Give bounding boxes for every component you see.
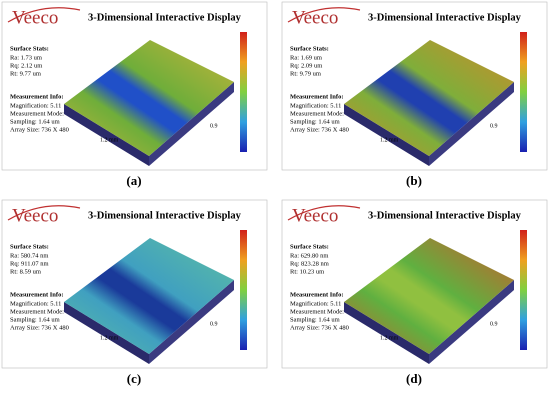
x-axis-label: 1.2 mm [380,137,399,143]
stat: Rt: 8.59 um [10,268,41,275]
y-axis-label: 0.9 [210,123,218,129]
panel: Veeco 3-Dimensional Interactive Display Su… [1,1,268,171]
stats-heading: Surface Stats: [290,243,329,250]
info: Sampling: 1.64 um [10,118,60,125]
info: Magnification: 5.11 [10,102,61,109]
info: Array Size: 736 X 480 [290,324,349,331]
info: Sampling: 1.64 um [290,316,340,323]
panel-label: (c) [127,371,141,386]
surface-side [149,82,234,166]
stat: Rq: 823.28 nm [290,260,329,267]
surface-side [64,104,149,166]
surface-top [64,238,234,354]
panel: Veeco 3-Dimensional Interactive Display Su… [281,1,548,171]
info-heading: Measurement Info: [290,291,344,298]
colorbar [520,230,527,350]
info: Array Size: 736 X 480 [290,126,349,133]
info-heading: Measurement Info: [10,93,64,100]
stat: Rq: 911.07 nm [10,260,49,267]
logo: Veeco [12,205,58,226]
stat: Ra: 629.80 nm [290,252,328,259]
info: Measurement Mode: VSI [10,110,76,117]
logo-swoosh [287,7,361,23]
surface-top [344,40,514,156]
surface-side [344,104,429,166]
info: Array Size: 736 X 480 [10,324,69,331]
surface-top [64,40,234,156]
stats-heading: Surface Stats: [290,45,329,52]
colorbar [240,32,247,152]
stat: Rt: 9.79 um [290,70,321,77]
panel-label: (b) [406,173,422,188]
info: Magnification: 5.11 [290,102,341,109]
surface-side [64,302,149,364]
x-axis-label: 1.2 mm [380,335,399,341]
info: Measurement Mode: VSI [290,308,356,315]
stat: Ra: 1.69 um [290,54,322,61]
surface-side [429,82,514,166]
colorbar [520,32,527,152]
colorbar [240,230,247,350]
info-heading: Measurement Info: [290,93,344,100]
panel: Veeco 3-Dimensional Interactive Display Su… [1,199,268,369]
info: Magnification: 5.11 [10,300,61,307]
surface-side [344,302,429,364]
info: Magnification: 5.11 [290,300,341,307]
stats-heading: Surface Stats: [10,243,49,250]
surface-top [344,238,514,354]
info: Sampling: 1.64 um [10,316,60,323]
logo-swoosh [287,205,361,221]
y-axis-label: 0.9 [490,123,498,129]
stat: Rq: 2.09 um [290,62,322,69]
logo: Veeco [292,205,338,226]
logo-swoosh [7,205,81,221]
info: Measurement Mode: VSI [290,110,356,117]
panel-title: 3-Dimensional Interactive Display [368,12,522,23]
info: Measurement Mode: VSI [10,308,76,315]
logo: Veeco [12,7,58,28]
panel-label: (a) [126,173,141,188]
info-heading: Measurement Info: [10,291,64,298]
stat: Ra: 1.73 um [10,54,42,61]
stat: Rq: 2.12 um [10,62,42,69]
stat: Rt: 9.77 um [10,70,41,77]
info: Sampling: 1.64 um [290,118,340,125]
logo-swoosh [7,7,81,23]
y-axis-label: 0.9 [210,321,218,327]
surface-side [149,280,234,364]
x-axis-label: 1.2 mm [100,137,119,143]
stat: Rt: 10.23 um [290,268,324,275]
panel-title: 3-Dimensional Interactive Display [368,210,522,221]
surface-side [429,280,514,364]
stat: Ra: 580.74 nm [10,252,48,259]
panel-label: (d) [406,371,422,386]
x-axis-label: 1.2 mm [100,335,119,341]
y-axis-label: 0.9 [490,321,498,327]
panel-title: 3-Dimensional Interactive Display [88,210,242,221]
info: Array Size: 736 X 480 [10,126,69,133]
panel: Veeco 3-Dimensional Interactive Display Su… [281,199,548,369]
stats-heading: Surface Stats: [10,45,49,52]
panel-title: 3-Dimensional Interactive Display [88,12,242,23]
logo: Veeco [292,7,338,28]
